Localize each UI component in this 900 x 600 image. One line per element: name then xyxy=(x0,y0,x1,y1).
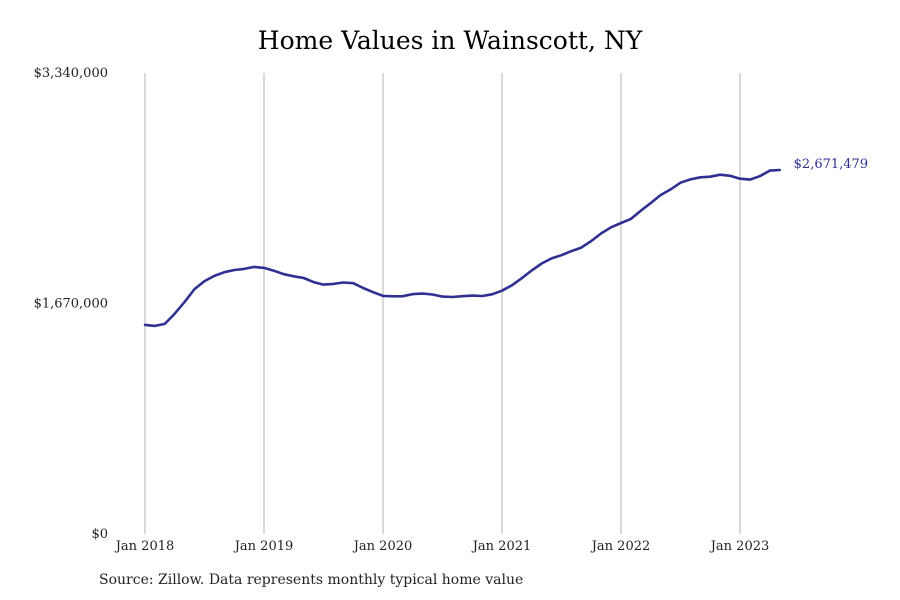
end-label-group: $2,671,479 xyxy=(794,157,868,172)
chart-title: Home Values in Wainscott, NY xyxy=(257,26,643,55)
source-note: Source: Zillow. Data represents monthly … xyxy=(99,572,524,588)
x-tick-label: Jan 2018 xyxy=(114,539,175,554)
y-tick-label: $3,340,000 xyxy=(34,66,108,81)
y-axis-ticks: $0 $1,670,000 $3,340,000 xyxy=(34,66,108,542)
x-tick-label: Jan 2023 xyxy=(709,539,770,554)
end-value-label: $2,671,479 xyxy=(794,157,868,172)
x-axis-ticks: Jan 2018 Jan 2019 Jan 2020 Jan 2021 Jan 2022… xyxy=(114,539,770,554)
x-tick-label: Jan 2022 xyxy=(590,539,651,554)
x-tick-label: Jan 2020 xyxy=(352,539,413,554)
gridlines xyxy=(144,73,741,534)
x-tick-label: Jan 2019 xyxy=(233,539,294,554)
y-tick-label: $1,670,000 xyxy=(34,297,108,312)
series-line-group xyxy=(143,168,782,328)
y-tick-label: $0 xyxy=(91,527,108,542)
series-line xyxy=(143,168,782,328)
x-tick-label: Jan 2021 xyxy=(471,539,532,554)
